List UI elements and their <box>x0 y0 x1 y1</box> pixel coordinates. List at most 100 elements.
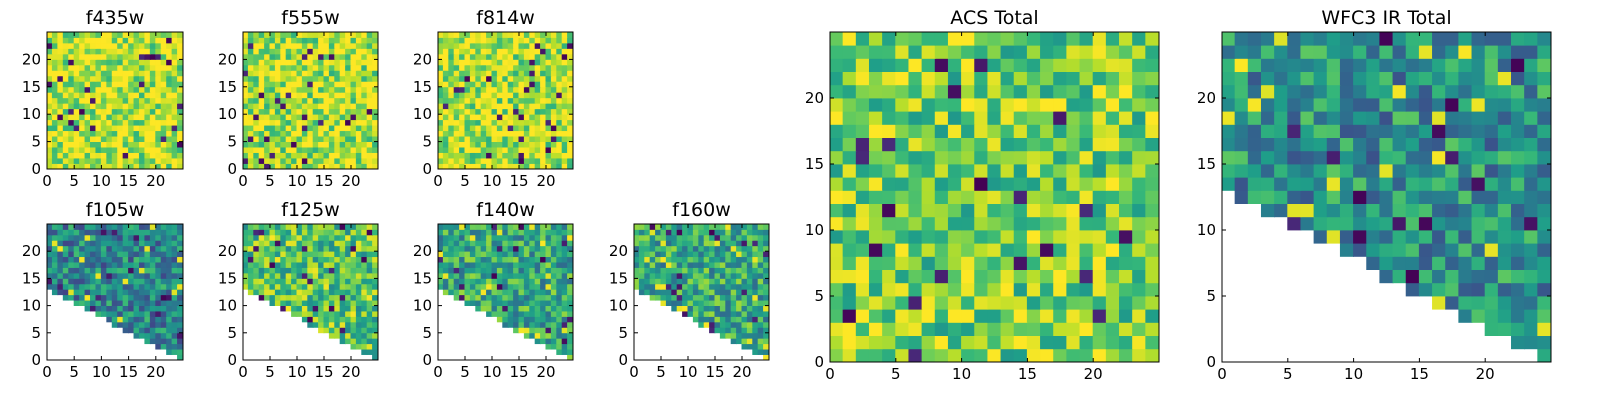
heatmap-cell <box>1353 229 1368 244</box>
heatmap-cell <box>730 277 737 285</box>
heatmap-cell <box>171 163 178 170</box>
heatmap-cell <box>895 203 910 218</box>
heatmap-cell <box>355 299 363 306</box>
heatmap-cell <box>122 119 129 126</box>
heatmap-cell <box>1379 216 1394 231</box>
heatmap-cell <box>480 152 487 159</box>
heatmap-cell <box>540 146 547 153</box>
heatmap-cell <box>1524 97 1539 112</box>
heatmap-cell <box>550 272 558 279</box>
heatmap-cell <box>507 239 514 247</box>
heatmap-cell <box>491 130 498 137</box>
heatmap-cell <box>280 69 287 77</box>
heatmap-cell <box>453 130 460 137</box>
heatmap-cell <box>128 261 135 268</box>
heatmap-cell <box>350 97 357 104</box>
heatmap-cell <box>556 36 563 44</box>
heatmap-cell <box>51 245 59 252</box>
heatmap-cell <box>507 42 514 49</box>
heatmap-cell <box>84 86 91 93</box>
heatmap-cell <box>171 108 178 115</box>
heatmap-cell <box>1524 269 1539 284</box>
heatmap-cell <box>671 245 678 252</box>
heatmap-cell <box>264 261 271 268</box>
heatmap-cell <box>1053 242 1068 257</box>
heatmap-cell <box>453 108 460 115</box>
heatmap-cell <box>171 141 178 148</box>
heatmap-cell <box>1300 123 1315 138</box>
heatmap-cell <box>366 108 373 115</box>
heatmap-cell <box>73 130 81 137</box>
heatmap-cell <box>475 102 482 110</box>
heatmap-cell <box>1471 84 1486 99</box>
heatmap-cell <box>318 277 325 285</box>
heatmap-cell <box>934 216 949 231</box>
heatmap-cell <box>502 36 509 44</box>
heatmap-cell <box>842 31 857 46</box>
heatmap-cell <box>128 64 135 71</box>
heatmap-cell <box>122 299 129 306</box>
heatmap-cell <box>269 108 276 115</box>
heatmap-cell <box>550 58 558 66</box>
heatmap-cell <box>561 288 568 296</box>
heatmap-cell <box>355 119 363 126</box>
heatmap-cell <box>1418 163 1433 178</box>
heatmap-cell <box>242 228 249 236</box>
heatmap-cell <box>73 294 81 301</box>
heatmap-cell <box>296 234 303 241</box>
heatmap-cell <box>480 47 487 55</box>
heatmap-cell <box>160 299 168 306</box>
x-tick-label: 20 <box>146 363 165 381</box>
heatmap-cell <box>177 157 184 164</box>
heatmap-cell <box>339 223 346 230</box>
heatmap-cell <box>1379 203 1394 218</box>
heatmap-cell <box>171 321 178 328</box>
heatmap-cell <box>518 58 525 66</box>
heatmap-cell <box>491 86 498 93</box>
heatmap-cell <box>307 86 314 93</box>
heatmap-cell <box>350 146 357 153</box>
heatmap-cell <box>73 223 81 230</box>
heatmap-cell <box>149 283 157 290</box>
heatmap-cell <box>51 239 59 247</box>
heatmap-cell <box>660 272 667 279</box>
y-tick-label: 15 <box>218 269 237 287</box>
heatmap-cell <box>274 102 282 110</box>
heatmap-cell <box>339 119 346 126</box>
heatmap-cell <box>285 223 292 230</box>
heatmap-cell <box>90 234 97 241</box>
heatmap-cell <box>350 277 357 285</box>
heatmap-cell <box>361 245 368 252</box>
heatmap-cell <box>437 108 444 115</box>
heatmap-cell <box>73 42 81 49</box>
heatmap-cell <box>459 261 466 268</box>
heatmap-cell <box>736 294 743 301</box>
heatmap-cell <box>301 75 309 82</box>
heatmap-cell <box>448 58 455 66</box>
heatmap-cell <box>1471 123 1486 138</box>
heatmap-cell <box>480 277 487 285</box>
heatmap-cell <box>448 223 455 230</box>
heatmap-cell <box>545 315 552 323</box>
heatmap-cell <box>307 69 314 77</box>
heatmap-cell <box>698 250 705 258</box>
heatmap-cell <box>296 261 303 268</box>
heatmap-cell <box>57 31 64 38</box>
heatmap-cell <box>491 102 498 110</box>
heatmap-cell <box>328 64 336 71</box>
heatmap-cell <box>464 223 471 230</box>
heatmap-cell <box>703 315 710 323</box>
heatmap-cell <box>138 108 146 115</box>
heatmap-cell <box>540 53 547 60</box>
heatmap-cell <box>442 245 450 252</box>
heatmap-cell <box>269 91 276 99</box>
heatmap-cell <box>62 239 70 247</box>
heatmap-cell <box>1026 242 1041 257</box>
heatmap-cell <box>534 86 541 93</box>
heatmap-cell <box>1092 57 1107 72</box>
heatmap-cell <box>486 141 493 148</box>
heatmap-cell <box>264 272 271 279</box>
heatmap-cell <box>62 294 70 301</box>
heatmap-cell <box>177 305 184 312</box>
heatmap-cell <box>556 58 563 66</box>
